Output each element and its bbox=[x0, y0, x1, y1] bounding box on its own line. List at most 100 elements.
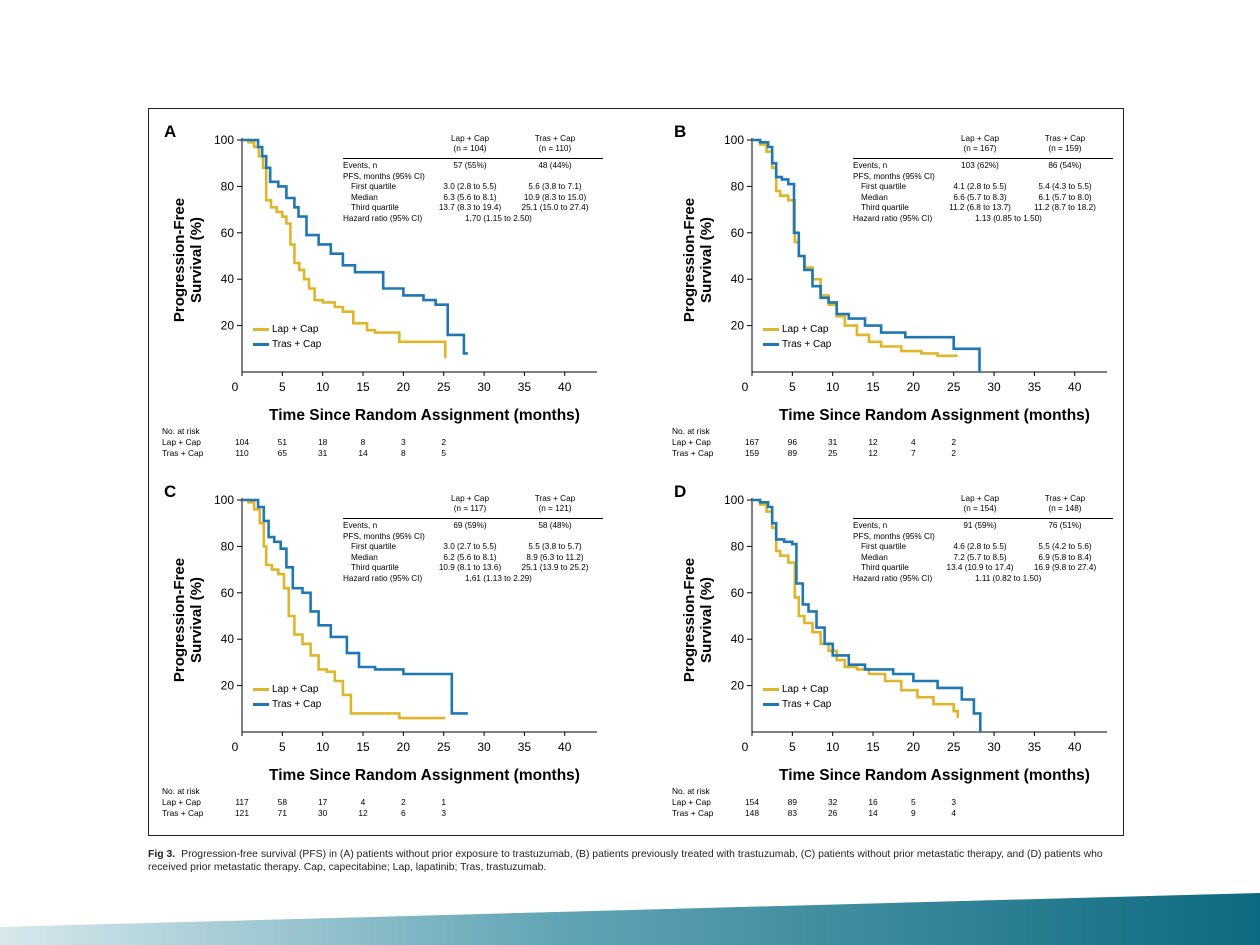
series-line-tras-cap bbox=[752, 498, 982, 732]
y-axis-label: Progression-FreeSurvival (%) bbox=[171, 558, 205, 682]
legend-label: Lap + Cap bbox=[272, 324, 319, 335]
at-risk-count: 18 bbox=[318, 437, 328, 447]
at-risk-title: No. at risk bbox=[672, 786, 710, 796]
x-tick-label: 15 bbox=[356, 740, 370, 754]
at-risk-count: 4 bbox=[911, 437, 916, 447]
at-risk-group-label: Tras + Cap bbox=[162, 447, 204, 458]
table-row-label: Third quartile bbox=[861, 563, 909, 572]
summary-table: Lap + Cap (n = 104) Tras + Cap (n = 110) Eve… bbox=[343, 134, 608, 244]
x-tick-label: 5 bbox=[789, 740, 796, 754]
at-risk-group-label: Lap + Cap bbox=[162, 797, 201, 807]
y-axis-label-line: Progression-Free bbox=[171, 558, 188, 682]
panel-letter: A bbox=[164, 122, 177, 141]
table-column-header: Lap + Cap (n = 117) bbox=[425, 494, 515, 515]
at-risk-title: No. at risk bbox=[672, 426, 710, 436]
at-risk-count: 2 bbox=[951, 437, 957, 447]
at-risk-count: 32 bbox=[828, 797, 838, 807]
number-at-risk: No. at risk Lap + Cap 167 96 31 12 4 2 Tras + Ca… bbox=[672, 426, 1122, 460]
y-axis-label-line: Survival (%) bbox=[698, 217, 715, 303]
x-tick-label: 35 bbox=[518, 380, 532, 394]
table-row-label: First quartile bbox=[861, 542, 907, 551]
table-row-label: PFS, months (95% CI) bbox=[343, 171, 425, 181]
at-risk-group-label: Lap + Cap bbox=[672, 797, 711, 807]
table-value-lap-cap: 57 (55%) bbox=[453, 161, 487, 170]
x-tick-label: 0 bbox=[232, 740, 239, 754]
legend-label: Tras + Cap bbox=[782, 339, 832, 350]
y-tick-label: 40 bbox=[731, 272, 745, 286]
at-risk-count: 7 bbox=[911, 447, 916, 458]
y-tick-label: 80 bbox=[221, 539, 235, 553]
series-line-lap-cap bbox=[242, 498, 446, 720]
table-value-lap-cap: 7.2 (5.7 to 8.5) bbox=[953, 552, 1007, 562]
x-tick-label: 40 bbox=[1068, 740, 1082, 754]
y-axis-label-line: Progression-Free bbox=[171, 198, 188, 322]
table-value-lap-cap: 6.2 (5.6 to 8.1) bbox=[443, 552, 497, 562]
at-risk-count: 89 bbox=[787, 797, 797, 807]
at-risk-count: 26 bbox=[828, 807, 838, 818]
at-risk-count: 12 bbox=[868, 447, 878, 458]
x-tick-label: 5 bbox=[279, 380, 286, 394]
table-header-line: Tras + Cap bbox=[1044, 494, 1086, 503]
at-risk-count: 25 bbox=[828, 447, 838, 458]
at-risk-count: 65 bbox=[277, 447, 287, 458]
table-hazard-ratio: 1.13 (0.85 to 1.50) bbox=[975, 213, 1042, 223]
table-value-tras-cap: 5.5 (3.8 to 5.7) bbox=[528, 542, 582, 551]
table-value-tras-cap: 5.6 (3.8 to 7.1) bbox=[528, 182, 582, 191]
panel-letter: D bbox=[674, 482, 687, 501]
at-risk-count: 5 bbox=[441, 447, 447, 458]
table-row-label: Third quartile bbox=[351, 563, 399, 572]
x-tick-label: 15 bbox=[866, 380, 880, 394]
y-tick-label: 60 bbox=[221, 586, 235, 600]
x-tick-label: 20 bbox=[907, 380, 921, 394]
at-risk-count: 104 bbox=[235, 437, 249, 447]
table-value-tras-cap: 48 (44%) bbox=[538, 161, 572, 170]
legend-swatch bbox=[763, 342, 779, 346]
x-tick-label: 40 bbox=[558, 740, 572, 754]
panel-letter: B bbox=[674, 122, 687, 141]
x-tick-label: 25 bbox=[437, 740, 451, 754]
x-tick-label: 5 bbox=[789, 380, 796, 394]
table-row-label: Median bbox=[351, 552, 378, 562]
table-header-line: (n = 167) bbox=[963, 144, 997, 154]
at-risk-count: 71 bbox=[277, 807, 287, 818]
table-value-lap-cap: 11.2 (6.8 to 13.7) bbox=[949, 203, 1011, 212]
table-header-line: Tras + Cap bbox=[1044, 134, 1086, 143]
legend-label: Lap + Cap bbox=[272, 684, 319, 695]
x-tick-label: 35 bbox=[1028, 740, 1042, 754]
table-header-line: (n = 159) bbox=[1048, 144, 1082, 154]
table-column-header: Lap + Cap (n = 104) bbox=[425, 134, 515, 155]
y-tick-label: 20 bbox=[731, 319, 745, 333]
at-risk-count: 58 bbox=[277, 797, 287, 807]
table-row-label: Median bbox=[861, 192, 888, 202]
chart-panel-c: 20 40 60 80 100 0 5 10 15 20 25 30 35 40 Progression-F… bbox=[150, 470, 620, 820]
at-risk-count: 17 bbox=[318, 797, 328, 807]
number-at-risk: No. at risk Lap + Cap 104 51 18 8 3 2 Tras + Cap… bbox=[162, 426, 612, 460]
at-risk-count: 159 bbox=[745, 447, 759, 458]
table-value-tras-cap: 6.1 (5.7 to 8.0) bbox=[1038, 192, 1092, 202]
table-row-label: Third quartile bbox=[351, 203, 399, 212]
table-row-label: Median bbox=[351, 192, 378, 202]
at-risk-count: 5 bbox=[911, 797, 916, 807]
legend-swatch bbox=[253, 702, 269, 706]
at-risk-count: 96 bbox=[787, 437, 797, 447]
x-tick-label: 35 bbox=[518, 740, 532, 754]
x-tick-label: 20 bbox=[397, 380, 411, 394]
table-rule bbox=[853, 518, 1113, 519]
table-header-line: (n = 121) bbox=[538, 504, 572, 514]
legend-item: Tras + Cap bbox=[763, 338, 831, 352]
at-risk-count: 4 bbox=[951, 807, 957, 818]
table-hazard-ratio: 1.61 (1.13 to 2.29) bbox=[465, 573, 532, 583]
table-column-header: Tras + Cap (n = 110) bbox=[510, 134, 600, 155]
x-tick-label: 40 bbox=[1068, 380, 1082, 394]
table-value-lap-cap: 3.0 (2.7 to 5.5) bbox=[443, 542, 497, 551]
x-axis-label: Time Since Random Assignment (months) bbox=[779, 407, 1090, 424]
y-axis-label-line: Survival (%) bbox=[698, 577, 715, 663]
chart-panel-d: 20 40 60 80 100 0 5 10 15 20 25 30 35 40 Progression-F… bbox=[660, 470, 1130, 820]
x-axis-label: Time Since Random Assignment (months) bbox=[779, 767, 1090, 784]
table-header-line: Tras + Cap bbox=[534, 494, 576, 503]
x-tick-label: 10 bbox=[316, 740, 330, 754]
at-risk-count: 8 bbox=[401, 447, 406, 458]
table-header-line: Tras + Cap bbox=[534, 134, 576, 143]
table-header-line: Lap + Cap bbox=[450, 134, 489, 143]
table-row-label: Events, n bbox=[343, 161, 378, 170]
